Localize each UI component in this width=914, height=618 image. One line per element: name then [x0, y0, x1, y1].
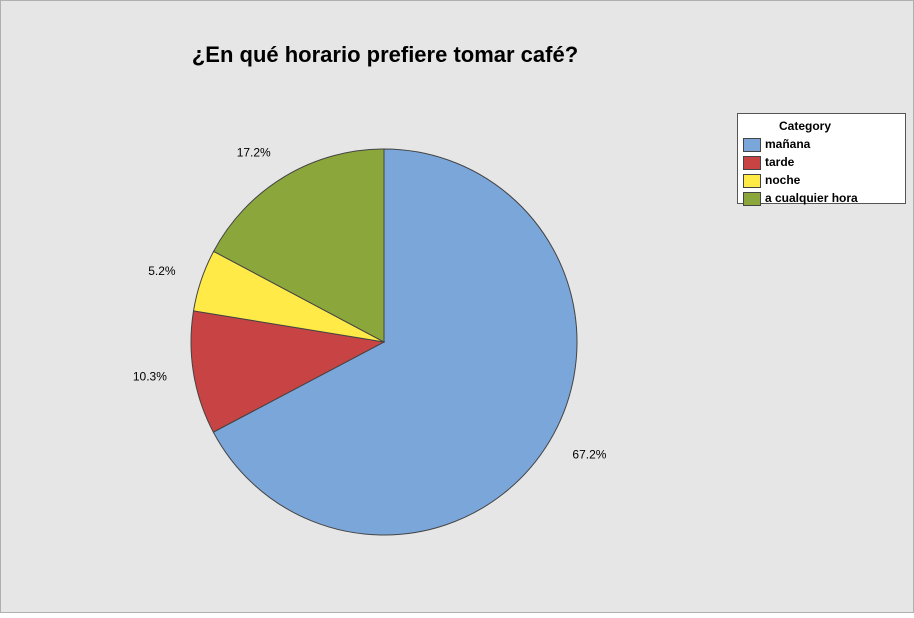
legend-label: a cualquier hora [765, 191, 858, 205]
pie-slice [212, 148, 385, 343]
pie-slice [190, 310, 386, 433]
legend-swatch [743, 192, 761, 206]
legend-box [737, 113, 906, 204]
data-label: 5.2% [148, 264, 176, 278]
chart-title: ¿En qué horario prefiere tomar café? [192, 42, 578, 67]
legend-swatch [743, 174, 761, 188]
legend-swatch [743, 156, 761, 170]
legend-title: Category [779, 119, 831, 133]
data-label: 17.2% [237, 146, 271, 160]
legend-label: tarde [765, 155, 795, 169]
legend-label: mañana [765, 137, 811, 151]
data-label: 67.2% [572, 448, 606, 462]
pie-slice [212, 148, 578, 536]
legend-swatch [743, 138, 761, 152]
legend-label: noche [765, 173, 801, 187]
data-label: 10.3% [133, 370, 167, 384]
